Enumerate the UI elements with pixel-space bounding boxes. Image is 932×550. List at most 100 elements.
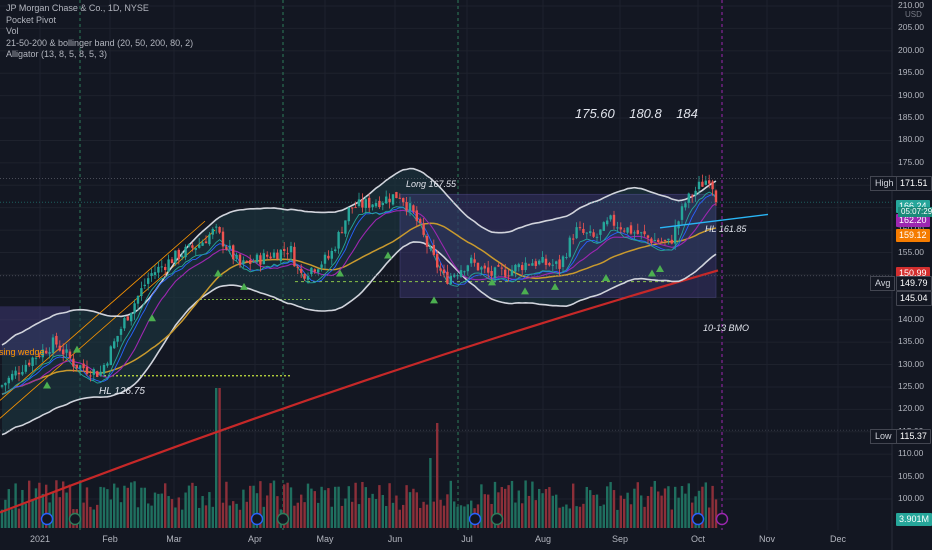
- volume-bar: [544, 489, 548, 528]
- volume-bar: [211, 506, 214, 528]
- candle-body: [527, 264, 531, 266]
- long-entry-label: Long 167.55: [406, 179, 457, 189]
- candle-body: [201, 242, 204, 246]
- candle-body: [153, 272, 157, 276]
- volume-bar: [612, 490, 616, 528]
- earnings-date-label: 10-13 BMO: [703, 323, 750, 333]
- volume-bar: [575, 506, 578, 528]
- candle-body: [714, 190, 718, 203]
- y-tick-label: 175.00: [898, 156, 924, 167]
- candle-body: [51, 337, 55, 353]
- indicator-alligator[interactable]: Alligator (13, 8, 5, 8, 5, 3): [6, 49, 108, 60]
- x-tick-label: Jun: [388, 534, 403, 544]
- volume-bar: [283, 484, 286, 528]
- volume-bar: [41, 493, 44, 528]
- event-markers[interactable]: [40, 512, 729, 526]
- candles: [0, 174, 718, 392]
- indicator-volume[interactable]: Vol: [6, 26, 19, 37]
- candle-body: [34, 357, 38, 359]
- volume-bar: [272, 480, 276, 528]
- ma-21-line: [1, 203, 717, 395]
- volume-bar: [11, 509, 14, 528]
- candle-body: [116, 335, 119, 342]
- volume-bar: [589, 490, 592, 528]
- candle-body: [456, 275, 459, 277]
- event-marker: [715, 512, 729, 526]
- candle-body: [361, 199, 364, 208]
- candle-body: [82, 363, 85, 369]
- event-marker: [490, 512, 504, 526]
- candle-body: [306, 276, 310, 280]
- volume-bar: [660, 495, 663, 528]
- volume-bar: [55, 480, 58, 528]
- volume-bar: [704, 482, 707, 528]
- candle-body: [102, 364, 106, 374]
- volume-bar: [561, 506, 565, 528]
- candle-body: [204, 241, 208, 244]
- volume-bar: [68, 484, 72, 528]
- volume-bar: [531, 481, 534, 528]
- candle-body: [38, 356, 41, 358]
- volume-bar: [238, 509, 242, 528]
- volume-bar: [334, 486, 337, 528]
- volume-bar: [136, 507, 140, 528]
- candle-body: [578, 227, 582, 229]
- volume-bar: [602, 504, 605, 528]
- candle-body: [184, 246, 187, 258]
- volume-bar: [483, 494, 486, 528]
- indicator-pocket-pivot[interactable]: Pocket Pivot: [6, 14, 57, 25]
- pocket-pivot-triangle: [43, 381, 51, 389]
- volume-bar: [45, 484, 48, 528]
- volume-bar: [34, 488, 38, 528]
- volume-bar: [21, 489, 24, 528]
- candle-body: [296, 266, 299, 268]
- x-tick-label: Sep: [612, 534, 628, 544]
- volume-bar: [102, 487, 106, 528]
- candle-body: [405, 202, 408, 211]
- volume-bar: [82, 502, 85, 528]
- candle-body: [62, 349, 65, 355]
- x-tick-label: Dec: [830, 534, 847, 544]
- candle-body: [7, 377, 10, 384]
- indicator-ma-bollinger[interactable]: 21-50-200 & bollinger band (20, 50, 200,…: [6, 37, 194, 48]
- volume-bar: [514, 502, 517, 528]
- candle-body: [684, 203, 687, 208]
- volume-bar: [300, 494, 303, 528]
- candle-body: [72, 358, 75, 367]
- candle-body: [524, 262, 527, 271]
- candle-body: [181, 255, 184, 258]
- pocket-pivot-triangle: [488, 278, 496, 286]
- candle-body: [599, 229, 602, 235]
- volume-bar: [714, 499, 718, 528]
- volume-bar: [697, 490, 701, 528]
- volume-bar: [701, 486, 704, 528]
- volume-bar: [558, 507, 561, 528]
- volume-bar: [466, 504, 469, 528]
- volume-bar: [215, 388, 218, 528]
- volume-bar: [538, 488, 541, 528]
- volume-bar: [191, 482, 194, 528]
- volume-bar: [650, 486, 653, 528]
- candle-body: [45, 350, 48, 354]
- time-axis[interactable]: 2021 Feb Mar Apr May Jun Jul Aug Sep Oct Nov Dec: [30, 534, 847, 544]
- volume-bar: [626, 492, 629, 528]
- candle-body: [11, 373, 14, 380]
- event-marker: [276, 512, 290, 526]
- candle-body: [279, 249, 282, 262]
- volume-bar: [551, 495, 554, 528]
- candle-body: [616, 227, 619, 229]
- volume-bar: [663, 488, 667, 528]
- pocket-pivot-markers: [43, 251, 664, 389]
- volume-bar: [510, 480, 514, 528]
- candle-body: [92, 369, 95, 375]
- candle-body: [351, 207, 354, 209]
- y-tick-label: 140.00: [898, 313, 924, 324]
- volume-bar: [347, 486, 350, 528]
- candle-body: [286, 253, 289, 255]
- candle-body: [476, 262, 480, 271]
- candle-body: [208, 234, 211, 245]
- candle-body: [446, 271, 449, 284]
- price-tag-label: Avg: [870, 276, 896, 291]
- event-marker: [250, 512, 264, 526]
